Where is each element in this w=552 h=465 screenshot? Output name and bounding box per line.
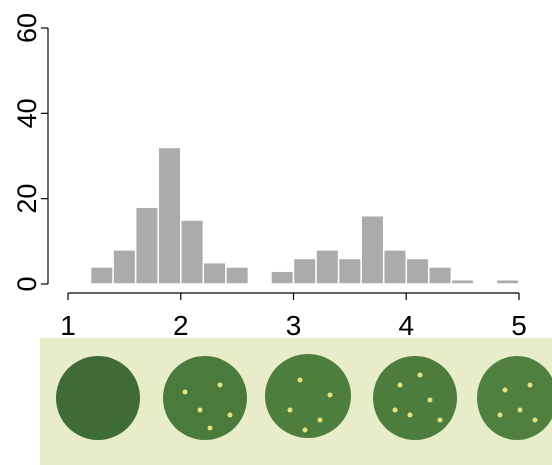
x-tick-label: 4 <box>398 310 414 341</box>
x-tick-label: 5 <box>511 310 527 341</box>
y-tick-label: 40 <box>12 98 42 128</box>
bar <box>315 249 340 285</box>
leaf-disc <box>56 356 140 440</box>
bar <box>382 249 408 285</box>
y-tick-label: 60 <box>12 13 42 43</box>
bar <box>292 257 317 285</box>
bar <box>157 146 182 285</box>
leaf-disc <box>373 356 457 440</box>
bar <box>270 270 295 285</box>
bar <box>89 266 114 285</box>
bar <box>428 266 453 285</box>
leaf-disc <box>163 356 247 440</box>
y-tick-label: 0 <box>12 276 42 291</box>
bar <box>112 249 137 285</box>
lesion-dots <box>182 372 538 433</box>
bar <box>337 257 362 285</box>
leaf-disc <box>265 354 351 438</box>
bar <box>134 206 159 285</box>
x-tick-label: 1 <box>60 310 76 341</box>
leaf-photo <box>40 338 552 465</box>
x-tick-label: 3 <box>286 310 302 341</box>
bar <box>450 278 475 285</box>
bar <box>360 214 385 285</box>
bar <box>405 257 430 285</box>
bar <box>495 278 520 285</box>
bar <box>225 266 250 285</box>
bar <box>180 219 205 285</box>
x-tick-label: 2 <box>173 310 189 341</box>
bar <box>202 261 227 285</box>
y-tick-label: 20 <box>12 184 42 214</box>
